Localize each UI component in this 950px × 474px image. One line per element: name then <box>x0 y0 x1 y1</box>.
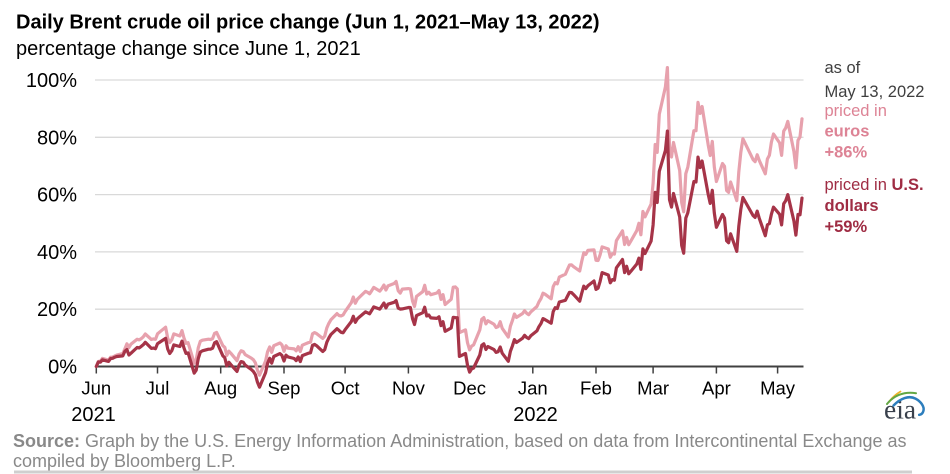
svg-text:Aug: Aug <box>204 378 237 399</box>
svg-text:+86%: +86% <box>825 144 868 162</box>
svg-text:as of: as of <box>825 59 861 77</box>
svg-text:100%: 100% <box>26 70 77 92</box>
svg-text:Dec: Dec <box>453 378 486 399</box>
svg-text:Oct: Oct <box>331 378 360 399</box>
svg-text:euros: euros <box>825 123 870 141</box>
svg-text:priced in U.S.: priced in U.S. <box>825 176 924 194</box>
svg-text:Apr: Apr <box>702 378 731 399</box>
svg-text:priced in: priced in <box>825 102 887 120</box>
svg-text:+59%: +59% <box>825 218 868 236</box>
svg-text:Mar: Mar <box>637 378 669 399</box>
svg-text:percentage change since June 1: percentage change since June 1, 2021 <box>16 38 361 60</box>
svg-text:Source: Graph by the U.S. Ener: Source: Graph by the U.S. Energy Informa… <box>13 431 907 451</box>
svg-text:Jan: Jan <box>518 378 548 399</box>
svg-text:80%: 80% <box>37 127 77 149</box>
svg-text:20%: 20% <box>37 299 77 321</box>
svg-text:Nov: Nov <box>392 378 426 399</box>
svg-text:compiled by Bloomberg L.P.: compiled by Bloomberg L.P. <box>13 451 236 471</box>
svg-text:May 13, 2022: May 13, 2022 <box>825 83 925 101</box>
svg-text:eia: eia <box>884 394 916 425</box>
svg-text:2021: 2021 <box>71 404 116 426</box>
svg-text:Feb: Feb <box>580 378 612 399</box>
svg-text:Jul: Jul <box>146 378 170 399</box>
svg-text:May: May <box>760 378 796 399</box>
svg-text:60%: 60% <box>37 185 77 207</box>
svg-text:2022: 2022 <box>513 404 558 426</box>
svg-text:40%: 40% <box>37 242 77 264</box>
svg-text:0%: 0% <box>48 357 77 379</box>
svg-text:Jun: Jun <box>81 378 111 399</box>
svg-text:dollars: dollars <box>825 197 879 215</box>
svg-text:Daily Brent crude oil price ch: Daily Brent crude oil price change (Jun … <box>16 12 600 34</box>
svg-text:Sep: Sep <box>268 378 301 399</box>
